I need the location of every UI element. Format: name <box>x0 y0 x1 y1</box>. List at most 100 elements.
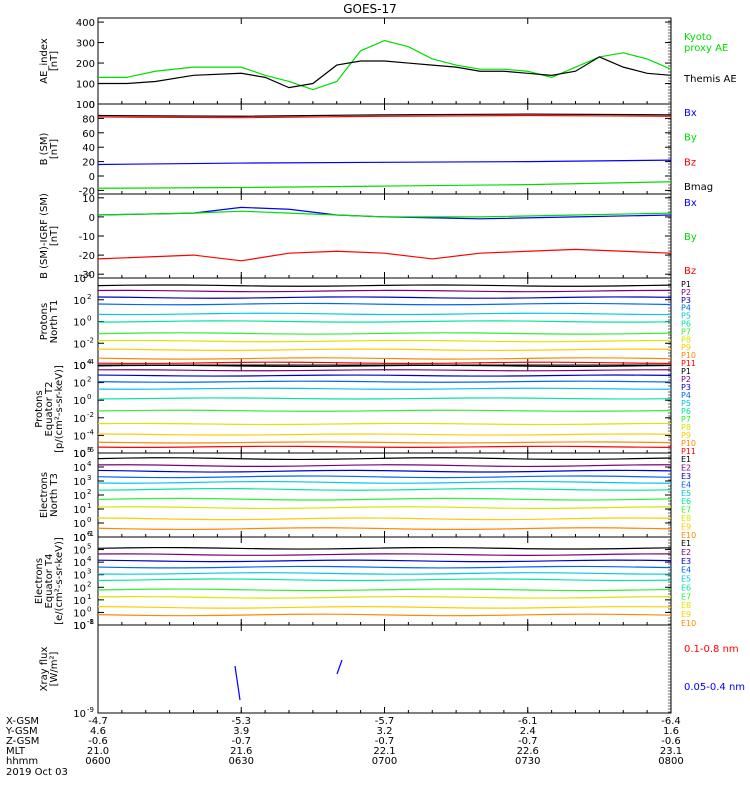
y-tick-label: 10 <box>73 596 86 607</box>
footer-value: -0.7 <box>375 736 395 747</box>
y-axis-label: Equator T2 <box>44 382 55 437</box>
y-axis-label: [nT] <box>49 139 60 159</box>
y-tick-label: 10 <box>73 396 86 407</box>
y-tick-label: 10 <box>73 519 86 530</box>
y-tick-exponent: 2 <box>87 376 91 384</box>
legend-label: P3 <box>681 296 691 305</box>
series-line <box>97 487 672 491</box>
y-tick-label: 10 <box>73 505 86 516</box>
legend-label: Kyoto <box>684 32 712 43</box>
y-tick-exponent: 2 <box>87 488 91 496</box>
y-tick-label: 10 <box>73 361 86 372</box>
series-line <box>97 433 672 436</box>
y-axis-label: [e/(cm²-s-sr-keV)] <box>54 537 65 625</box>
series-line <box>97 181 672 189</box>
y-tick-exponent: -1 <box>87 530 94 538</box>
panel-2: -20 0 20 40 60 80 100 B (SM) [nT] Bx By Bz Bmag <box>39 100 713 197</box>
series-line <box>97 578 672 582</box>
y-tick-label: 300 <box>76 39 95 50</box>
series-line <box>97 613 672 617</box>
legend-label: P5 <box>681 399 691 408</box>
series-line <box>97 113 672 117</box>
legend-label: P6 <box>681 320 691 329</box>
footer-value: -4.7 <box>88 716 108 727</box>
footer-value: -5.3 <box>231 716 251 727</box>
position-footer: X-GSM -4.7 -5.3 -5.7 -6.1 -6.4 Y-GSM 4.6 3.9 3.2 2… <box>5 716 684 767</box>
series-line <box>97 445 672 448</box>
legend-label: E6 <box>681 497 691 506</box>
legend-label: By <box>684 232 697 243</box>
legend-label: P4 <box>681 304 691 313</box>
series-line <box>97 159 672 166</box>
y-tick-label: 40 <box>82 143 95 154</box>
panel-frame <box>97 624 672 714</box>
y-tick-label: 80 <box>82 114 95 125</box>
footer-value: 2.4 <box>520 726 536 737</box>
y-axis-label: Protons <box>39 303 50 340</box>
y-tick-label: 60 <box>82 129 95 140</box>
legend-label: P9 <box>681 431 691 440</box>
series-line <box>97 497 672 501</box>
footer-value: 23.1 <box>660 746 682 757</box>
series-line <box>97 572 672 575</box>
y-axis-label: Xray flux <box>39 647 50 692</box>
legend-label: E6 <box>681 583 691 592</box>
y-tick-label: 10 <box>73 533 86 544</box>
panel-frame <box>97 364 672 454</box>
y-tick-label: 200 <box>76 59 95 70</box>
y-tick-label: -10 <box>79 232 95 243</box>
y-axis-label: AE_index <box>39 38 50 84</box>
y-tick-exponent: 0 <box>87 315 91 323</box>
y-tick-label: 100 <box>76 80 95 91</box>
y-tick-exponent: 2 <box>87 580 91 588</box>
legend-label: E8 <box>681 514 691 523</box>
y-tick-exponent: -2 <box>87 411 94 419</box>
legend-label: P8 <box>681 335 691 344</box>
series-line <box>97 475 672 479</box>
panel-frame <box>97 536 672 626</box>
footer-value: 0800 <box>658 756 683 767</box>
series-line <box>97 506 672 510</box>
xray-mark <box>336 659 343 675</box>
series-line <box>97 397 672 400</box>
y-axis-label: [W/m²] <box>49 651 60 686</box>
legend-label: E1 <box>681 455 691 464</box>
series-line <box>97 296 672 299</box>
legend-label: P10 <box>681 439 696 448</box>
y-tick-label: 0 <box>89 213 95 224</box>
footer-value: -0.7 <box>231 736 251 747</box>
series-line <box>97 517 672 521</box>
y-tick-label: 20 <box>82 158 95 169</box>
series-line <box>97 387 672 390</box>
panel-3: -30 -20 -10 0 10 B (SM)-IGRF (SM) [nT] Bx By Bz <box>39 193 697 281</box>
y-tick-label: -20 <box>79 251 95 262</box>
y-tick-label: 10 <box>73 361 86 372</box>
y-tick-exponent: 3 <box>87 474 91 482</box>
series-line <box>97 606 672 609</box>
series-line <box>97 210 672 218</box>
series-line <box>97 369 672 372</box>
footer-value: 0600 <box>85 756 110 767</box>
y-tick-label: 10 <box>73 621 86 632</box>
y-tick-exponent: -4 <box>87 428 95 436</box>
y-tick-label: 10 <box>73 414 86 425</box>
legend-label: P10 <box>681 351 696 360</box>
legend-label: Bz <box>684 266 696 277</box>
series-line <box>97 565 672 569</box>
y-tick-label: 10 <box>73 296 86 307</box>
series-line <box>97 480 672 484</box>
y-tick-label: 10 <box>73 709 86 720</box>
series-line <box>97 289 672 293</box>
y-tick-label: 10 <box>73 546 86 557</box>
series-line <box>97 312 672 316</box>
y-axis-label: North T3 <box>49 473 60 517</box>
y-tick-exponent: 3 <box>87 568 91 576</box>
y-tick-label: -30 <box>79 270 95 281</box>
legend-label: P3 <box>681 383 691 392</box>
date-label: 2019 Oct 03 <box>6 767 68 778</box>
y-axis-label: Equator T4 <box>44 554 55 609</box>
y-tick-exponent: -8 <box>87 618 94 626</box>
